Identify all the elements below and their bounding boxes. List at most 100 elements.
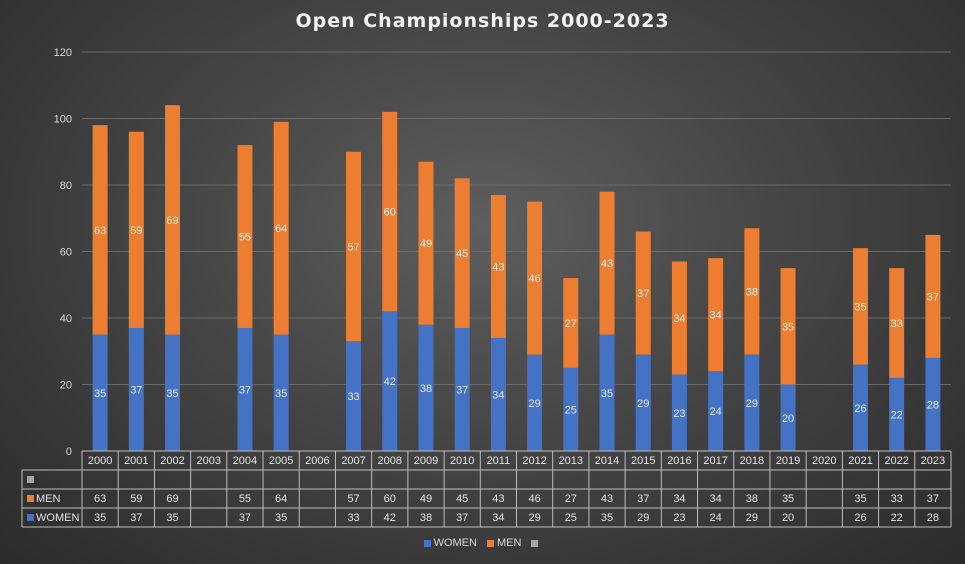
x-tick-label: 2012 — [522, 455, 546, 467]
table-cell: 69 — [166, 493, 178, 505]
data-label-women: 29 — [746, 398, 758, 410]
data-label-men: 35 — [782, 321, 794, 333]
data-label-women: 35 — [166, 388, 178, 400]
data-label-men: 34 — [710, 310, 722, 322]
x-tick-label: 2004 — [233, 455, 257, 467]
table-cell: 35 — [275, 512, 287, 524]
data-label-women: 37 — [239, 384, 251, 396]
x-tick-label: 2009 — [414, 455, 438, 467]
x-tick-label: 2002 — [160, 455, 184, 467]
data-label-men: 37 — [637, 288, 649, 300]
bar-men — [780, 268, 796, 385]
bar-men — [635, 231, 651, 355]
x-tick-label: 2022 — [884, 455, 908, 467]
y-tick-label: 20 — [60, 380, 72, 392]
chart-title: Open Championships 2000-2023 — [295, 10, 670, 32]
data-label-women: 33 — [347, 391, 359, 403]
table-cell: 34 — [673, 493, 685, 505]
x-tick-label: 2021 — [848, 455, 872, 467]
bar-men — [744, 228, 760, 355]
table-cell: 29 — [746, 512, 758, 524]
data-label-women: 25 — [565, 404, 577, 416]
table-cell: 38 — [420, 512, 432, 524]
table-cell: 46 — [528, 493, 540, 505]
bar-women — [128, 327, 144, 451]
data-label-men: 55 — [239, 232, 251, 244]
data-label-women: 37 — [130, 384, 142, 396]
table-legend-key — [27, 514, 34, 521]
table-cell: 23 — [673, 512, 685, 524]
table-cell: 49 — [420, 493, 432, 505]
x-tick-label: 2018 — [740, 455, 764, 467]
table-cell: 35 — [854, 493, 866, 505]
table-cell: 34 — [710, 493, 722, 505]
x-tick-label: 2006 — [305, 455, 329, 467]
bar-women — [273, 334, 289, 451]
bar-women — [925, 357, 941, 451]
table-cell: 35 — [782, 493, 794, 505]
data-label-women: 28 — [927, 399, 939, 411]
bar-women — [708, 371, 724, 451]
legend-swatch-blank — [531, 539, 539, 547]
data-label-women: 38 — [420, 383, 432, 395]
table-cell: 34 — [492, 512, 504, 524]
table-cell: 59 — [130, 493, 142, 505]
table-cell: 45 — [456, 493, 468, 505]
table-cell: 33 — [891, 493, 903, 505]
legend-item-blank — [531, 537, 541, 549]
legend-item-women: WOMEN — [423, 537, 477, 549]
bar-men — [599, 191, 615, 335]
bar-women — [237, 327, 253, 451]
table-cell: 37 — [927, 493, 939, 505]
data-label-men: 60 — [384, 207, 396, 219]
x-tick-label: 2007 — [341, 455, 365, 467]
table-cell: 35 — [601, 512, 613, 524]
data-label-women: 35 — [275, 388, 287, 400]
x-tick-label: 2019 — [776, 455, 800, 467]
y-tick-label: 100 — [54, 114, 72, 126]
data-label-men: 33 — [891, 318, 903, 330]
x-tick-label: 2023 — [921, 455, 945, 467]
table-cell: 27 — [565, 493, 577, 505]
bar-men — [382, 111, 398, 312]
bar-women — [563, 367, 579, 451]
bar-men — [527, 201, 543, 355]
x-tick-label: 2005 — [269, 455, 293, 467]
data-label-men: 43 — [601, 258, 613, 270]
table-series-label: WOMEN — [36, 512, 79, 524]
bar-women — [780, 384, 796, 451]
data-label-men: 64 — [275, 223, 287, 235]
data-label-women: 29 — [637, 398, 649, 410]
table-cell: 35 — [166, 512, 178, 524]
x-tick-label: 2010 — [450, 455, 474, 467]
bar-women — [490, 337, 506, 451]
bar-men — [346, 151, 362, 342]
bar-men — [237, 145, 253, 328]
data-label-women: 35 — [601, 388, 613, 400]
y-tick-label: 80 — [60, 180, 72, 192]
bar-men — [708, 258, 724, 372]
table-series-label: MEN — [36, 493, 61, 505]
table-legend-key — [27, 495, 34, 502]
data-label-men: 46 — [528, 273, 540, 285]
bar-men — [128, 131, 144, 328]
table-cell: 42 — [384, 512, 396, 524]
data-label-men: 38 — [746, 286, 758, 298]
data-label-women: 29 — [528, 398, 540, 410]
legend: WOMEN MEN — [0, 537, 965, 549]
data-label-men: 27 — [565, 318, 577, 330]
x-tick-label: 2014 — [595, 455, 619, 467]
x-tick-label: 2001 — [124, 455, 148, 467]
bar-women — [744, 354, 760, 451]
data-label-women: 23 — [673, 408, 685, 420]
bar-women — [635, 354, 651, 451]
bar-women — [527, 354, 543, 451]
table-cell: 37 — [130, 512, 142, 524]
table-cell: 60 — [384, 493, 396, 505]
bar-women — [165, 334, 181, 451]
data-label-women: 42 — [384, 376, 396, 388]
table-cell: 37 — [239, 512, 251, 524]
bar-men — [165, 105, 181, 335]
